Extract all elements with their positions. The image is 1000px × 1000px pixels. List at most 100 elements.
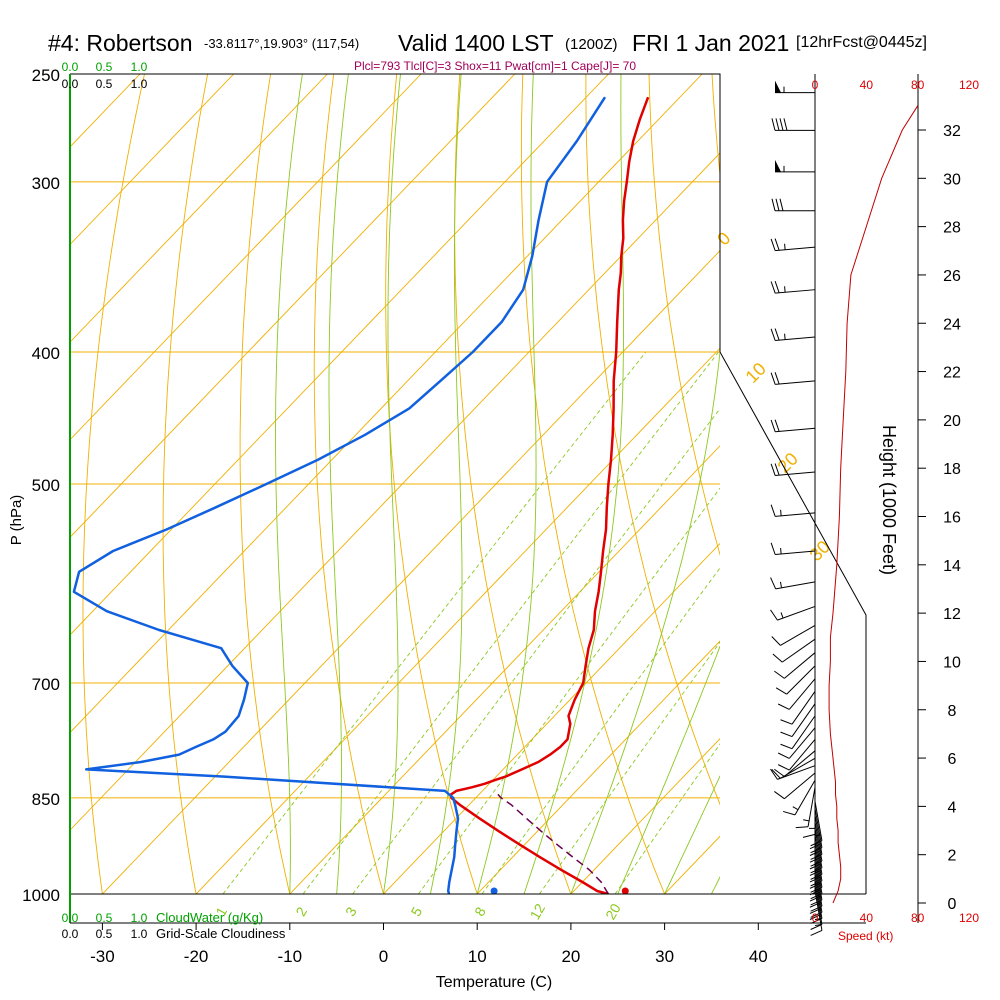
dry-adiabat-label: 10 [742,359,770,387]
wind-barb-feather [777,764,790,771]
parcel-path-line [497,793,610,894]
cloud-water-scale-bottom: 1.0 [131,911,148,925]
wind-barb-feather [810,905,823,912]
wind-barb-staff [814,847,823,888]
wind-barb-feather [809,901,822,908]
wind-barb [777,727,816,759]
cloudiness-scale-top: 0.0 [62,77,79,91]
wind-barb [809,854,823,900]
height-tick-label: 30 [943,171,961,188]
wind-barb-feather [780,743,793,750]
height-tick-label: 8 [948,703,957,720]
wind-barb [770,765,816,780]
wind-barb [809,866,823,912]
wind-barb-feather [810,911,823,918]
wind-barb-feather [795,826,809,829]
wind-barb-staff [775,246,816,252]
wind-barb-half-feather [784,243,786,250]
speed-tick-label-top: 120 [959,78,979,92]
wind-barb-feather [770,609,778,621]
pressure-tick-label: 400 [32,344,60,363]
dry-adiabat-line [82,74,145,894]
cloudiness-scale-bottom: 0.0 [62,927,79,941]
wind-barb-staff [814,854,823,894]
speed-tick-label-bottom: 40 [860,911,874,925]
height-tick-label: 22 [943,365,961,382]
dry-adiabat-label: 30 [806,537,834,565]
wind-barb-staff [788,727,816,759]
wind-barb-feather [770,281,776,294]
wind-barb-feather [770,577,777,590]
cloud-water-scale-top: 0.0 [62,60,79,74]
mixing-ratio-label: 2 [292,904,310,919]
wind-barb-feather [810,886,823,893]
mixing-ratio-label: 8 [471,904,489,919]
wind-barb-feather [774,280,780,293]
wind-barb-feather [770,463,776,476]
wind-barb [777,678,816,710]
mixing-ratio-label: 3 [342,904,360,919]
wind-barb [775,80,815,94]
wind-barb-staff [775,336,816,342]
wind-barb-feather [780,719,793,725]
moist-adiabat-line [617,645,720,894]
wind-barb [770,372,816,385]
pressure-tick-label: 700 [32,675,60,694]
wind-barb [771,198,815,212]
wind-barb-staff [814,801,823,841]
wind-speed-profile-line [828,105,919,904]
height-tick-label: 14 [943,558,961,575]
wind-barb [780,691,816,725]
height-tick-label: 18 [943,461,961,478]
y-axis-title: P (hPa) [8,495,25,546]
wind-barb [777,739,816,771]
x-tick-label: -20 [184,947,209,966]
wind-barb-feather [770,542,776,555]
wind-barb-staff [814,841,823,881]
wind-barb-feather [783,118,788,131]
wind-barb-staff [794,779,816,816]
wind-barb-half-feather [814,924,821,927]
x-tick-label: 10 [468,947,487,966]
wind-barb-staff [784,750,816,777]
temperature-profile-line [449,96,650,894]
wind-barb [795,787,816,829]
wind-barb-staff [775,289,816,294]
pressure-tick-label: 500 [32,476,60,495]
wind-barb-half-feather [784,333,786,340]
wind-barb-pennant [775,159,781,172]
pressure-tick-label: 300 [32,174,60,193]
speed-tick-label-bottom: 0 [812,911,819,925]
wind-barb [809,847,823,893]
pressure-tick-label: 1000 [22,886,60,905]
wind-barb [772,638,816,663]
cloud-water-scale-top: 1.0 [131,60,148,74]
profiles [72,96,650,894]
wind-barb-pennant [775,80,781,93]
moist-adiabat-line [664,775,720,894]
wind-barb-feather [774,768,785,777]
barb-panel-boundary [719,351,867,894]
wind-barb [780,703,816,738]
wind-barb [774,750,816,777]
dry-adiabat-line [901,74,1000,894]
height-tick-label: 24 [943,316,961,333]
height-tick-label: 20 [943,413,961,430]
cloudiness-scale-bottom: 1.0 [131,927,148,941]
wind-barbs [770,80,823,936]
wind-barb-feather [810,899,823,906]
wind-barb-feather [809,907,822,914]
wind-barb-half-feather [780,509,782,516]
wind-barb-staff [777,765,816,780]
mixing-ratio-label: 5 [408,904,426,919]
isotherm-line [70,74,422,441]
wind-barb-feather [771,636,781,646]
wind-barb-feather [810,847,823,854]
wind-barb-staff [775,427,816,433]
valid-time: Valid 1400 LST [398,30,554,56]
wind-barb-feather [782,810,796,816]
pressure-tick-label: 250 [32,66,60,85]
wind-barb-feather [810,840,823,847]
wind-barb [775,159,815,173]
speed-axis-title: Speed (kt) [838,929,893,943]
